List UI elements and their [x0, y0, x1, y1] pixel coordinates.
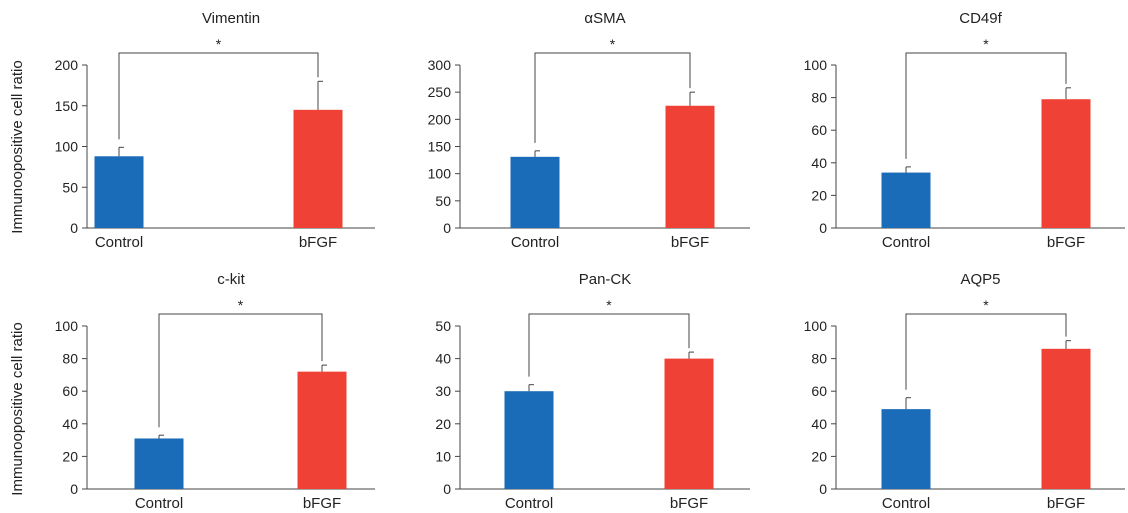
y-tick-label: 0 [443, 220, 451, 236]
significance-bracket [118, 52, 319, 140]
bar-bfgf [293, 109, 343, 228]
y-tick-label: 40 [62, 416, 78, 432]
x-tick-label: Control [511, 234, 559, 251]
y-tick-label: 40 [435, 351, 451, 367]
chart-panel-2: αSMA 0 50 100 150 200 250 300 Control bFGF * [428, 10, 750, 251]
chart-panel-3: CD49f 0 20 40 60 80 100 Control bFGF * [804, 10, 1125, 251]
chart-title: αSMA [584, 10, 625, 27]
y-tick-label: 20 [811, 448, 827, 464]
y-tick-label: 20 [62, 448, 78, 464]
x-tick-label: Control [505, 495, 553, 512]
y-tick-label: 300 [428, 57, 452, 73]
y-tick-label: 0 [819, 220, 827, 236]
y-tick-label: 10 [435, 448, 451, 464]
y-tick-label: 200 [55, 57, 79, 73]
y-tick-label: 150 [428, 139, 452, 155]
x-tick-label: bFGF [1047, 495, 1085, 512]
x-tick-label: bFGF [299, 234, 337, 251]
y-tick-label: 50 [62, 179, 78, 195]
bar-control [510, 156, 560, 228]
y-axis-label-row-2: Immunoopositive cell ratio [9, 322, 26, 495]
x-tick-label: Control [135, 495, 183, 512]
y-tick-label: 30 [435, 383, 451, 399]
significance-bracket [905, 313, 1067, 390]
significance-mark: * [983, 297, 989, 313]
significance-mark: * [216, 36, 222, 52]
y-tick-label: 100 [55, 139, 79, 155]
bar-bfgf [665, 105, 715, 228]
significance-bracket [534, 52, 691, 143]
bar-control [504, 391, 554, 489]
chart-title: CD49f [959, 10, 1002, 27]
significance-mark: * [610, 36, 616, 52]
y-tick-label: 0 [819, 481, 827, 497]
y-tick-label: 60 [811, 383, 827, 399]
x-tick-label: bFGF [671, 234, 709, 251]
bar-control [94, 156, 144, 228]
y-tick-label: 60 [811, 122, 827, 138]
y-tick-label: 100 [428, 166, 452, 182]
y-axis-label-row-1: Immunoopositive cell ratio [9, 60, 26, 233]
chart-title: c-kit [217, 271, 245, 288]
y-tick-label: 200 [428, 111, 452, 127]
x-tick-label: Control [882, 495, 930, 512]
x-tick-label: Control [882, 234, 930, 251]
bar-control [881, 409, 931, 489]
significance-mark: * [606, 297, 612, 313]
significance-bracket [528, 313, 690, 377]
chart-title: AQP5 [960, 271, 1000, 288]
y-tick-label: 20 [435, 416, 451, 432]
significance-mark: * [983, 36, 989, 52]
y-tick-label: 80 [811, 90, 827, 106]
bar-bfgf [297, 371, 347, 489]
bar-bfgf [1041, 99, 1091, 228]
chart-title: Vimentin [202, 10, 260, 27]
chart-panel-4: c-kit 0 20 40 60 80 100 Control bFGF * [55, 271, 375, 512]
bar-control [881, 172, 931, 228]
significance-mark: * [238, 297, 244, 313]
y-tick-label: 50 [435, 318, 451, 334]
x-tick-label: bFGF [1047, 234, 1085, 251]
y-tick-label: 80 [62, 351, 78, 367]
y-tick-label: 150 [55, 98, 79, 114]
y-tick-label: 80 [811, 351, 827, 367]
bar-bfgf [664, 358, 714, 489]
chart-panel-1: Vimentin 0 50 100 150 200 Control bFGF * [55, 10, 375, 251]
y-tick-label: 0 [70, 481, 78, 497]
x-tick-label: bFGF [303, 495, 341, 512]
y-tick-label: 100 [804, 318, 828, 334]
y-tick-label: 50 [435, 193, 451, 209]
y-tick-label: 20 [811, 187, 827, 203]
y-tick-label: 0 [70, 220, 78, 236]
y-tick-label: 100 [55, 318, 79, 334]
significance-bracket [905, 52, 1067, 159]
y-tick-label: 40 [811, 416, 827, 432]
y-tick-label: 40 [811, 155, 827, 171]
y-tick-label: 100 [804, 57, 828, 73]
chart-title: Pan-CK [579, 271, 632, 288]
bar-bfgf [1041, 348, 1091, 489]
x-tick-label: Control [95, 234, 143, 251]
y-tick-label: 60 [62, 383, 78, 399]
chart-panel-6: AQP5 0 20 40 60 80 100 Control bFGF * [804, 271, 1125, 512]
significance-bracket [158, 313, 323, 428]
chart-panel-5: Pan-CK 0 10 20 30 40 50 Control bFGF * [435, 271, 750, 512]
bar-control [134, 438, 184, 489]
y-tick-label: 250 [428, 84, 452, 100]
x-tick-label: bFGF [670, 495, 708, 512]
y-tick-label: 0 [443, 481, 451, 497]
